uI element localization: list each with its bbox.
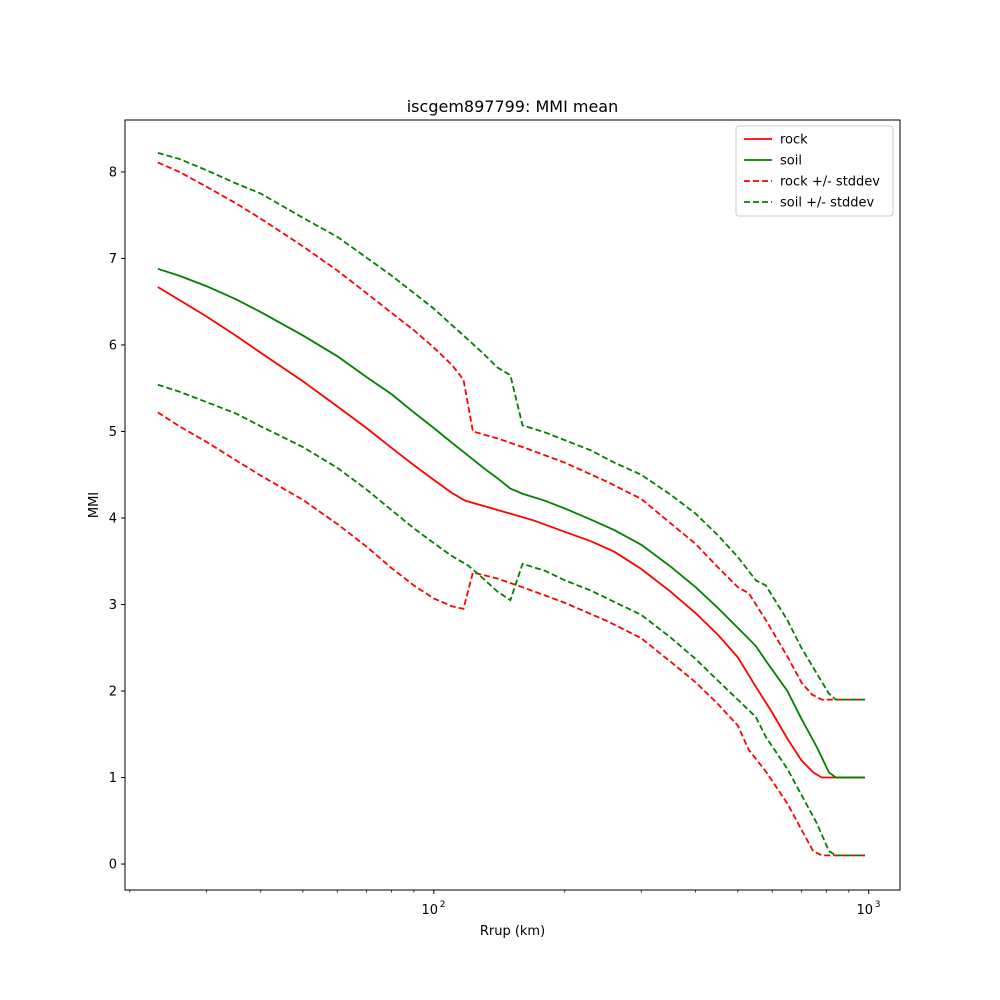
x-axis-label: Rrup (km) bbox=[480, 924, 545, 939]
y-tick-label: 8 bbox=[109, 165, 117, 180]
y-tick-label: 1 bbox=[109, 771, 117, 786]
series-line-4 bbox=[157, 411, 865, 857]
y-axis: 0 1 2 3 4 5 6 7 8 bbox=[109, 165, 125, 873]
chart-title: iscgem897799: MMI mean bbox=[407, 97, 619, 116]
y-tick-label: 6 bbox=[109, 338, 117, 353]
y-tick-label: 5 bbox=[109, 425, 117, 440]
y-tick-label: 2 bbox=[109, 685, 117, 700]
x-axis: 10 2 10 3 bbox=[129, 890, 881, 918]
x-tick-exponent: 2 bbox=[440, 900, 446, 910]
axes-background bbox=[125, 120, 900, 890]
legend-label-4: soil +/- stddev bbox=[780, 196, 875, 211]
series-line-2 bbox=[157, 267, 865, 779]
y-tick-label: 3 bbox=[109, 598, 117, 613]
series-line-1 bbox=[157, 286, 865, 779]
series-layer bbox=[157, 152, 865, 857]
plot-area bbox=[124, 119, 901, 891]
legend-label-2: soil bbox=[780, 154, 802, 169]
legend-label-3: rock +/- stddev bbox=[780, 175, 880, 190]
x-tick-exponent: 3 bbox=[875, 900, 881, 910]
series-line-3 bbox=[157, 161, 865, 701]
series-line-6 bbox=[157, 383, 865, 857]
x-tick-label: 10 bbox=[422, 903, 439, 918]
y-tick-label: 4 bbox=[109, 511, 117, 526]
legend-box bbox=[735, 125, 894, 217]
axes-frame bbox=[124, 119, 901, 891]
x-tick-label: 10 bbox=[856, 903, 873, 918]
y-axis-label: MMI bbox=[87, 492, 102, 518]
legend: rock soil rock +/- stddev soil +/- stddev bbox=[735, 125, 894, 217]
legend-label-1: rock bbox=[780, 133, 808, 148]
y-tick-label: 0 bbox=[109, 858, 117, 873]
y-tick-label: 7 bbox=[109, 252, 117, 267]
